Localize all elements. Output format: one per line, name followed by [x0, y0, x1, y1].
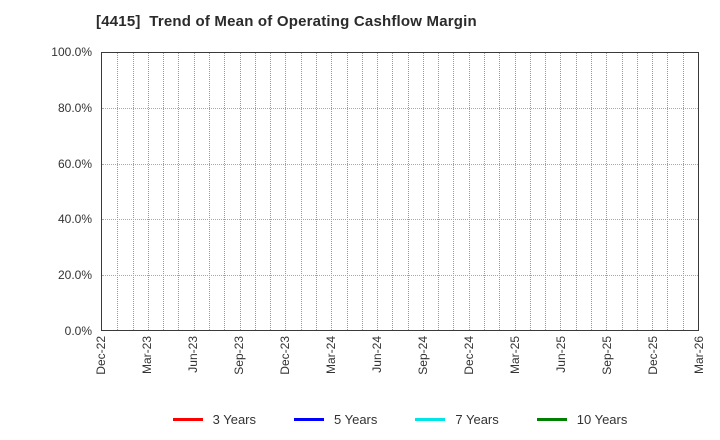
- y-tick-label: 0.0%: [64, 324, 92, 338]
- legend-line-swatch: [415, 417, 446, 421]
- x-tick-label: Sep-25: [600, 336, 614, 375]
- x-tick-label: Dec-23: [278, 336, 292, 375]
- vertical-gridline: [514, 53, 516, 330]
- vertical-gridline: [377, 53, 379, 330]
- vertical-gridline: [392, 53, 394, 330]
- vertical-gridline: [560, 53, 562, 330]
- vertical-gridline: [422, 53, 424, 330]
- vertical-gridline: [208, 53, 210, 330]
- x-tick-label: Sep-24: [416, 336, 430, 375]
- y-tick-label: 100.0%: [51, 45, 92, 59]
- vertical-gridline: [407, 53, 409, 330]
- legend-label: 3 Years: [212, 411, 256, 427]
- vertical-gridline: [438, 53, 440, 330]
- x-tick-label: Dec-24: [462, 336, 476, 375]
- vertical-gridline: [132, 53, 134, 330]
- vertical-gridline: [331, 53, 333, 330]
- legend-label: 10 Years: [576, 411, 628, 427]
- vertical-gridline: [499, 53, 501, 330]
- x-tick-label: Jun-24: [370, 336, 384, 373]
- x-tick-label: Sep-23: [232, 336, 246, 375]
- x-tick-label: Dec-22: [94, 336, 108, 375]
- legend-line-swatch: [172, 417, 203, 421]
- plot-area: [101, 52, 699, 331]
- legend-item: 3 Years: [172, 411, 256, 427]
- y-tick-label: 80.0%: [57, 100, 92, 115]
- horizontal-gridline: [102, 108, 698, 110]
- legend-label: 7 Years: [455, 411, 499, 427]
- x-tick-label: Mar-24: [324, 336, 338, 375]
- vertical-gridline: [361, 53, 363, 330]
- vertical-gridline: [484, 53, 486, 330]
- vertical-gridline: [270, 53, 272, 330]
- vertical-gridline: [254, 53, 256, 330]
- horizontal-gridline: [102, 219, 698, 221]
- vertical-gridline: [239, 53, 241, 330]
- vertical-gridline: [224, 53, 226, 330]
- vertical-gridline: [682, 53, 684, 330]
- legend-line-swatch: [536, 417, 567, 421]
- vertical-gridline: [147, 53, 149, 330]
- vertical-gridline: [300, 53, 302, 330]
- vertical-gridline: [285, 53, 287, 330]
- vertical-gridline: [545, 53, 547, 330]
- x-tick-label: Mar-25: [508, 336, 522, 375]
- legend: 3 Years 5 Years 7 Years 10 Years: [101, 406, 699, 432]
- x-tick-label: Jun-23: [186, 336, 200, 373]
- vertical-gridline: [575, 53, 577, 330]
- vertical-gridline: [652, 53, 654, 330]
- vertical-gridline: [346, 53, 348, 330]
- x-tick-label: Jun-25: [554, 336, 568, 373]
- x-tick-label: Dec-25: [646, 336, 660, 375]
- legend-label: 5 Years: [334, 411, 378, 427]
- vertical-gridline: [529, 53, 531, 330]
- vertical-gridline: [117, 53, 119, 330]
- vertical-gridline: [178, 53, 180, 330]
- x-tick-label: Mar-23: [140, 336, 154, 375]
- vertical-gridline: [621, 53, 623, 330]
- chart-title: [4415] Trend of Mean of Operating Cashfl…: [96, 13, 477, 30]
- vertical-gridline: [163, 53, 165, 330]
- legend-item: 10 Years: [536, 411, 628, 427]
- vertical-gridline: [468, 53, 470, 330]
- vertical-gridline: [193, 53, 195, 330]
- y-tick-label: 40.0%: [57, 212, 92, 227]
- x-tick-label: Mar-26: [692, 336, 706, 375]
- vertical-gridline: [315, 53, 317, 330]
- vertical-gridline: [636, 53, 638, 330]
- vertical-gridline: [606, 53, 608, 330]
- horizontal-gridline: [102, 274, 698, 276]
- y-tick-label: 60.0%: [57, 156, 92, 171]
- vertical-gridline: [667, 53, 669, 330]
- vertical-gridline: [453, 53, 455, 330]
- y-tick-label: 20.0%: [57, 268, 92, 283]
- legend-item: 5 Years: [294, 412, 377, 427]
- legend-line-swatch: [294, 417, 324, 421]
- horizontal-gridline: [102, 163, 698, 165]
- vertical-gridline: [591, 53, 593, 330]
- legend-item: 7 Years: [415, 411, 499, 427]
